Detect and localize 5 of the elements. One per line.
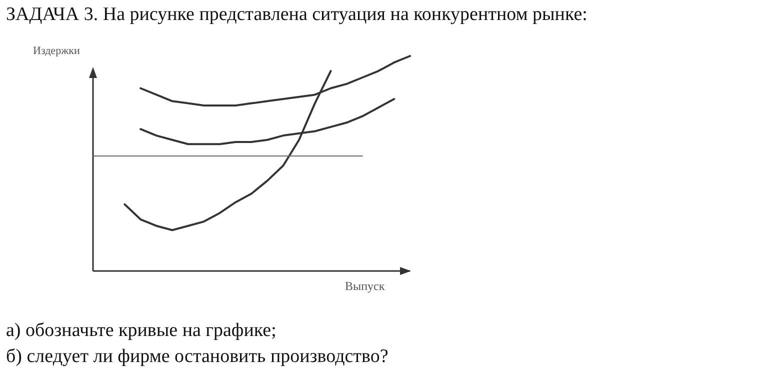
text: а) обозначьте кривые на графике;	[6, 320, 276, 341]
text: б) следует ли фирме остановить производство?	[6, 346, 388, 367]
y-axis-title: Издержки	[33, 45, 80, 57]
chart-title: ЗАДАЧА 3. На рисунке представлена ситуация на конкурентном рынке:	[6, 4, 588, 25]
x-axis-title: Выпуск	[345, 279, 385, 293]
